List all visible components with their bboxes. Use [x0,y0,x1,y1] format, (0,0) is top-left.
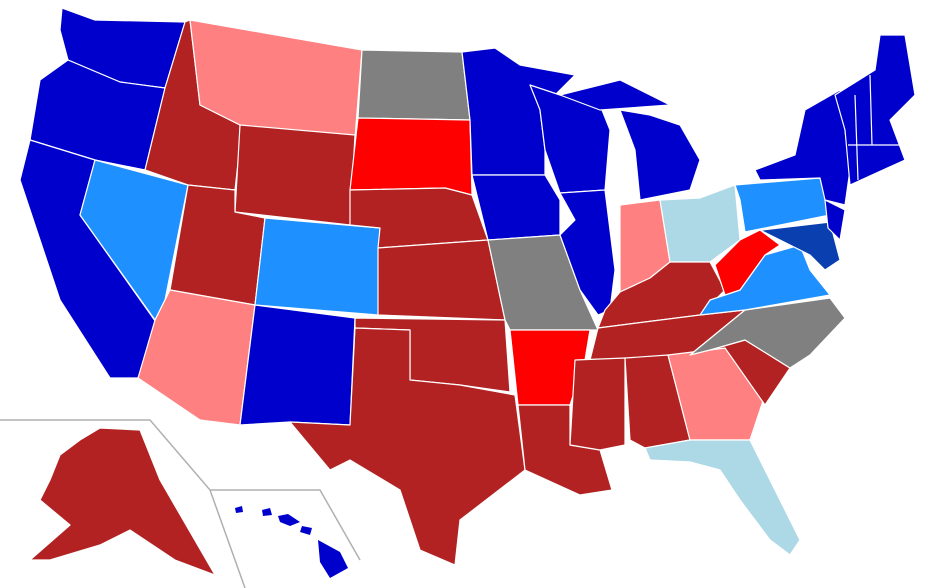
state [29,427,216,576]
inset-border [0,419,246,588]
state-border [854,94,859,181]
state [349,117,473,196]
state-border [869,74,873,146]
state [559,189,616,316]
state [714,229,781,296]
state [29,59,166,171]
state [659,184,741,263]
state [569,357,626,451]
state [234,124,356,226]
state [689,297,846,369]
state [754,89,851,206]
state [834,34,916,186]
island [318,540,348,578]
inset-border [210,489,361,561]
island [262,508,272,516]
state [517,404,613,496]
state [254,217,381,316]
state [824,199,846,241]
state [239,304,356,426]
state [559,79,671,111]
island [300,526,312,535]
state [289,327,526,566]
insets [0,419,361,588]
state [644,439,801,556]
hawaii [235,506,348,578]
state [734,177,831,233]
island [278,514,300,526]
state [619,109,701,201]
state [357,49,471,121]
state [377,239,506,321]
island [235,506,243,513]
state [471,174,561,241]
states [19,7,916,566]
